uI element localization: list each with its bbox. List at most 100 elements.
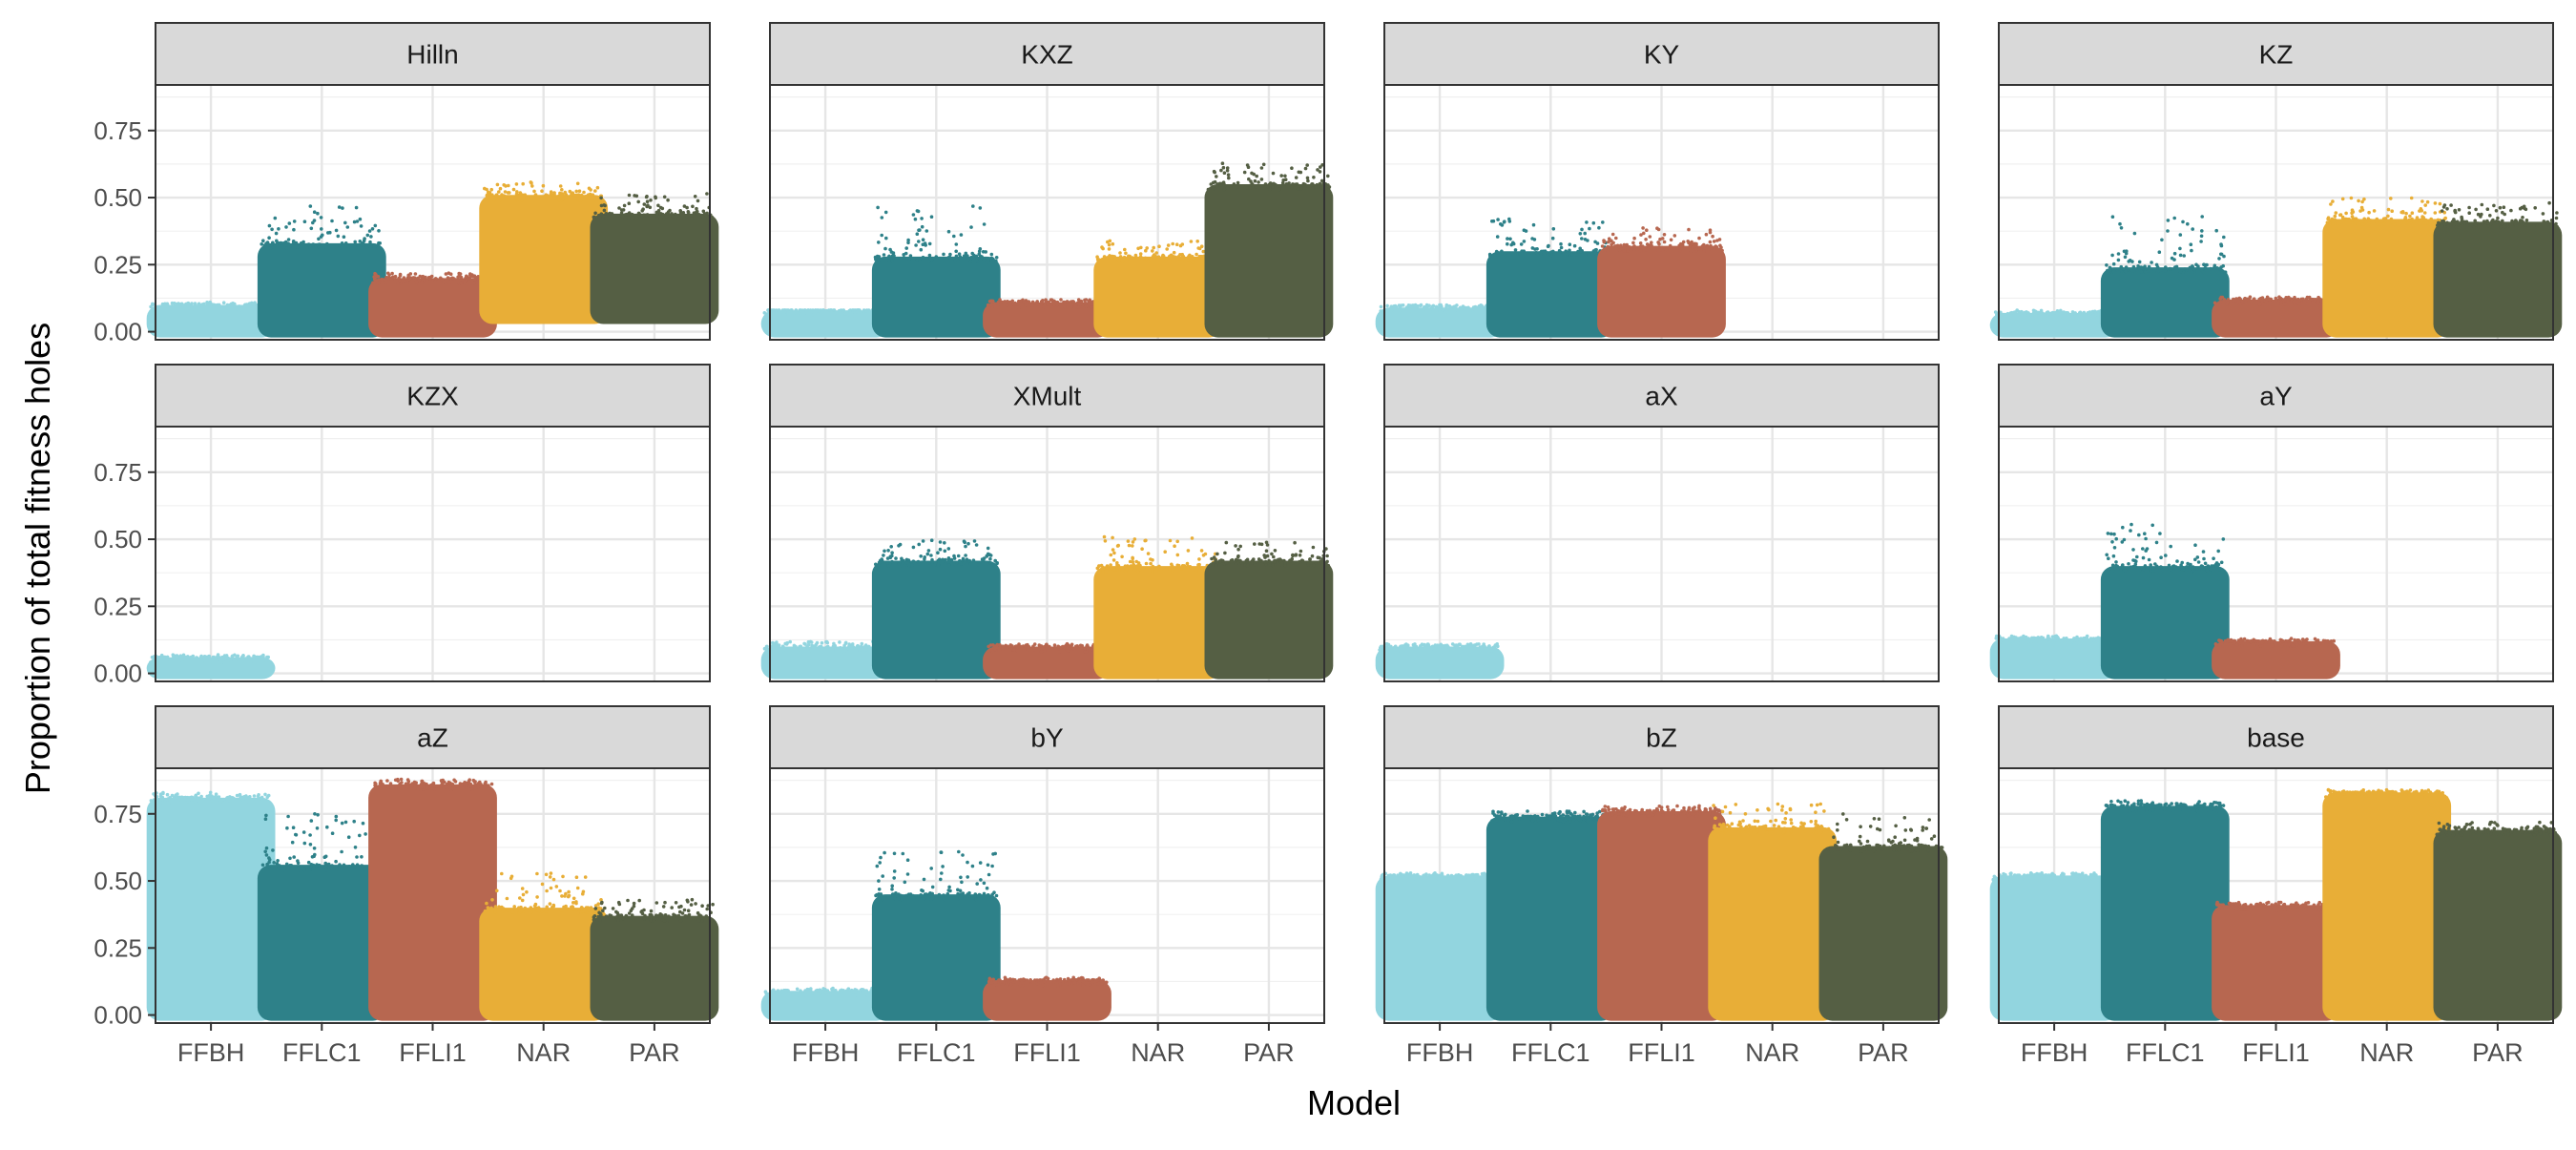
- data-point: [2135, 555, 2139, 559]
- data-point: [1328, 185, 1332, 189]
- data-point: [1497, 810, 1501, 814]
- data-point: [202, 303, 206, 306]
- data-point: [2042, 314, 2046, 318]
- jitter-cloud: [1990, 638, 2119, 680]
- data-point: [1661, 810, 1665, 814]
- data-point: [1709, 228, 1713, 232]
- data-point: [541, 883, 545, 887]
- data-point: [602, 203, 606, 207]
- data-point: [1472, 307, 1476, 311]
- data-point: [785, 641, 789, 645]
- data-point: [884, 211, 888, 215]
- data-point: [1173, 544, 1176, 548]
- data-point: [1215, 553, 1219, 556]
- data-point: [572, 908, 576, 911]
- data-point: [955, 242, 959, 246]
- data-point: [2312, 643, 2316, 647]
- data-point: [1646, 242, 1650, 246]
- data-point: [1401, 875, 1404, 879]
- data-point: [1479, 307, 1483, 311]
- data-point: [1552, 227, 1556, 231]
- data-point: [2155, 263, 2159, 267]
- data-point: [1693, 805, 1696, 809]
- data-point: [285, 246, 289, 250]
- data-point: [1386, 875, 1390, 879]
- data-point: [218, 795, 221, 799]
- data-point: [649, 915, 653, 919]
- data-point: [933, 563, 937, 567]
- data-point: [1219, 169, 1223, 173]
- data-point: [2167, 566, 2171, 570]
- data-point: [1236, 548, 1240, 552]
- data-point: [839, 313, 842, 317]
- series-az-par: [591, 898, 719, 1021]
- data-point: [2027, 315, 2031, 319]
- data-point: [1661, 237, 1665, 240]
- data-point: [2525, 219, 2529, 222]
- data-point: [346, 244, 350, 248]
- data-point: [1041, 647, 1045, 651]
- data-point: [1106, 240, 1110, 244]
- data-point: [1002, 645, 1006, 649]
- data-point: [2256, 642, 2260, 646]
- data-point: [166, 793, 170, 797]
- series-kz-par: [2434, 201, 2563, 338]
- data-point: [1017, 305, 1021, 309]
- data-point: [1186, 565, 1190, 569]
- data-point: [1210, 182, 1214, 186]
- data-point: [2014, 636, 2018, 639]
- data-point: [972, 558, 976, 562]
- data-point: [275, 232, 279, 236]
- data-point: [2138, 570, 2142, 574]
- data-point: [525, 890, 529, 894]
- data-point: [1604, 808, 1608, 812]
- data-point: [291, 244, 295, 248]
- data-point: [473, 274, 477, 278]
- data-point: [2442, 222, 2446, 226]
- data-point: [318, 865, 322, 868]
- data-point: [236, 794, 239, 798]
- data-point: [293, 220, 297, 223]
- data-point: [1225, 541, 1229, 545]
- data-point: [506, 897, 509, 901]
- data-point: [627, 216, 631, 220]
- data-point: [1223, 552, 1227, 555]
- data-point: [1573, 811, 1577, 815]
- data-point: [337, 235, 341, 239]
- data-point: [2202, 550, 2206, 554]
- data-point: [2197, 560, 2201, 564]
- data-point: [1400, 308, 1403, 312]
- data-point: [691, 898, 695, 902]
- data-point: [1325, 560, 1329, 564]
- data-point: [310, 819, 314, 823]
- data-point: [782, 308, 786, 312]
- data-point: [2097, 313, 2101, 317]
- data-point: [677, 906, 681, 910]
- data-point: [1032, 648, 1036, 652]
- data-point: [1006, 301, 1009, 304]
- data-point: [1610, 813, 1614, 817]
- data-point: [302, 830, 306, 834]
- data-point: [2555, 211, 2559, 215]
- data-point: [1456, 645, 1460, 649]
- jitter-cloud: [147, 304, 276, 337]
- data-point: [2239, 639, 2243, 643]
- data-point: [156, 656, 160, 659]
- data-point: [1568, 820, 1572, 824]
- data-point: [2439, 221, 2442, 225]
- data-point: [221, 658, 225, 661]
- data-point: [665, 215, 669, 219]
- data-point: [389, 782, 393, 785]
- data-point: [960, 233, 964, 237]
- x-tick-label: NAR: [516, 1038, 571, 1067]
- data-point: [931, 886, 935, 889]
- data-point: [2496, 220, 2500, 224]
- data-point: [384, 281, 387, 284]
- data-point: [960, 881, 964, 885]
- jitter-cloud: [2212, 641, 2340, 680]
- data-point: [855, 650, 859, 654]
- data-point: [355, 246, 359, 250]
- data-point: [1457, 308, 1461, 312]
- data-point: [1704, 809, 1708, 813]
- data-point: [559, 184, 563, 188]
